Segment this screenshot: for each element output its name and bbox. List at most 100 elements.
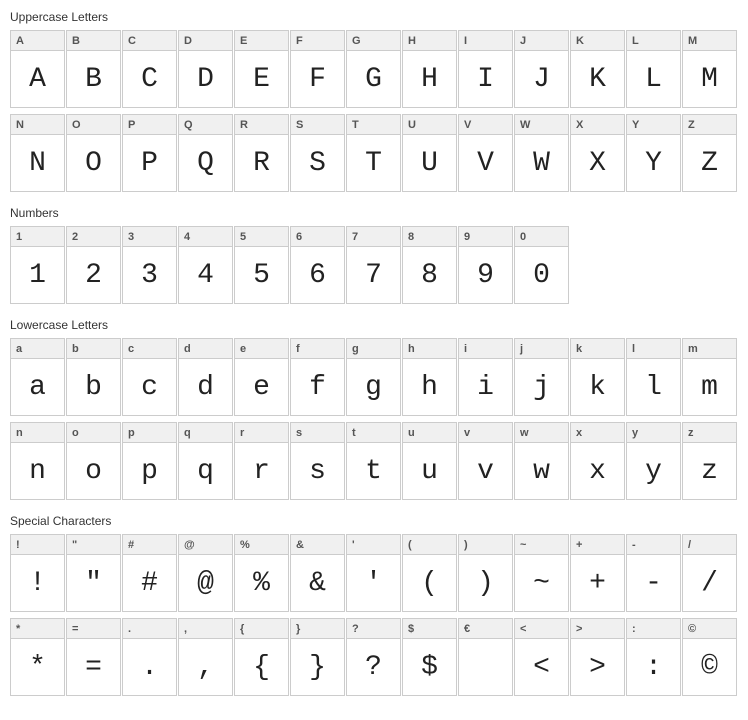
char-cell[interactable]: jj bbox=[514, 338, 569, 416]
char-cell[interactable]: kk bbox=[570, 338, 625, 416]
char-cell[interactable]: '' bbox=[346, 534, 401, 612]
char-label: G bbox=[347, 31, 400, 51]
char-cell[interactable]: !! bbox=[10, 534, 65, 612]
char-glyph: Q bbox=[179, 135, 232, 191]
char-cell[interactable]: << bbox=[514, 618, 569, 696]
char-cell[interactable]: 44 bbox=[178, 226, 233, 304]
char-cell[interactable]: ww bbox=[514, 422, 569, 500]
char-cell[interactable]: aa bbox=[10, 338, 65, 416]
char-cell[interactable]: TT bbox=[346, 114, 401, 192]
char-cell[interactable]: pp bbox=[122, 422, 177, 500]
char-glyph: J bbox=[515, 51, 568, 107]
char-glyph: S bbox=[291, 135, 344, 191]
char-label: " bbox=[67, 535, 120, 555]
char-cell[interactable]: == bbox=[66, 618, 121, 696]
char-glyph: c bbox=[123, 359, 176, 415]
char-cell[interactable]: }} bbox=[290, 618, 345, 696]
char-cell[interactable]: UU bbox=[402, 114, 457, 192]
char-cell[interactable]: qq bbox=[178, 422, 233, 500]
char-cell[interactable]: oo bbox=[66, 422, 121, 500]
char-cell[interactable]: "" bbox=[66, 534, 121, 612]
char-cell[interactable]: VV bbox=[458, 114, 513, 192]
char-cell[interactable]: ++ bbox=[570, 534, 625, 612]
char-cell[interactable]: 22 bbox=[66, 226, 121, 304]
char-cell[interactable]: 00 bbox=[514, 226, 569, 304]
char-cell[interactable]: ?? bbox=[346, 618, 401, 696]
char-cell[interactable]: II bbox=[458, 30, 513, 108]
char-cell[interactable]: PP bbox=[122, 114, 177, 192]
char-cell[interactable]: ©© bbox=[682, 618, 737, 696]
char-cell[interactable]: @@ bbox=[178, 534, 233, 612]
char-cell[interactable]: 66 bbox=[290, 226, 345, 304]
char-cell[interactable]: ff bbox=[290, 338, 345, 416]
char-cell[interactable]: DD bbox=[178, 30, 233, 108]
char-label: m bbox=[683, 339, 736, 359]
char-cell[interactable]: dd bbox=[178, 338, 233, 416]
char-cell[interactable]: ~~ bbox=[514, 534, 569, 612]
char-cell[interactable]: {{ bbox=[234, 618, 289, 696]
char-label: ? bbox=[347, 619, 400, 639]
char-cell[interactable]: ee bbox=[234, 338, 289, 416]
char-cell[interactable]: gg bbox=[346, 338, 401, 416]
char-cell[interactable]: ll bbox=[626, 338, 681, 416]
char-cell[interactable]: CC bbox=[122, 30, 177, 108]
char-cell[interactable]: 77 bbox=[346, 226, 401, 304]
char-glyph: j bbox=[515, 359, 568, 415]
char-cell[interactable]: GG bbox=[346, 30, 401, 108]
char-label: w bbox=[515, 423, 568, 443]
char-cell[interactable]: zz bbox=[682, 422, 737, 500]
char-cell[interactable]: HH bbox=[402, 30, 457, 108]
char-cell[interactable]: RR bbox=[234, 114, 289, 192]
char-cell[interactable]: vv bbox=[458, 422, 513, 500]
char-cell[interactable]: ,, bbox=[178, 618, 233, 696]
char-cell[interactable]: mm bbox=[682, 338, 737, 416]
char-cell[interactable]: AA bbox=[10, 30, 65, 108]
char-cell[interactable]: QQ bbox=[178, 114, 233, 192]
char-cell[interactable]: ZZ bbox=[682, 114, 737, 192]
char-cell[interactable]: BB bbox=[66, 30, 121, 108]
char-cell[interactable]: %% bbox=[234, 534, 289, 612]
char-cell[interactable]: ## bbox=[122, 534, 177, 612]
char-cell[interactable]: (( bbox=[402, 534, 457, 612]
char-cell[interactable]: .. bbox=[122, 618, 177, 696]
char-cell[interactable]: xx bbox=[570, 422, 625, 500]
char-cell[interactable]: YY bbox=[626, 114, 681, 192]
char-cell[interactable]: tt bbox=[346, 422, 401, 500]
char-cell[interactable]: && bbox=[290, 534, 345, 612]
char-cell[interactable]: OO bbox=[66, 114, 121, 192]
char-cell[interactable]: ii bbox=[458, 338, 513, 416]
char-cell[interactable]: -- bbox=[626, 534, 681, 612]
char-cell[interactable]: MM bbox=[682, 30, 737, 108]
char-cell[interactable]: rr bbox=[234, 422, 289, 500]
char-cell[interactable]: NN bbox=[10, 114, 65, 192]
char-cell[interactable]: ** bbox=[10, 618, 65, 696]
char-cell[interactable]: 11 bbox=[10, 226, 65, 304]
char-glyph: z bbox=[683, 443, 736, 499]
char-cell[interactable]: 55 bbox=[234, 226, 289, 304]
char-glyph: m bbox=[683, 359, 736, 415]
char-cell[interactable]: LL bbox=[626, 30, 681, 108]
char-cell[interactable]: € bbox=[458, 618, 513, 696]
char-cell[interactable]: $$ bbox=[402, 618, 457, 696]
char-cell[interactable]: 88 bbox=[402, 226, 457, 304]
char-cell[interactable]: :: bbox=[626, 618, 681, 696]
char-cell[interactable]: cc bbox=[122, 338, 177, 416]
char-cell[interactable]: 33 bbox=[122, 226, 177, 304]
char-cell[interactable]: hh bbox=[402, 338, 457, 416]
char-cell[interactable]: nn bbox=[10, 422, 65, 500]
char-cell[interactable]: yy bbox=[626, 422, 681, 500]
char-cell[interactable]: uu bbox=[402, 422, 457, 500]
char-cell[interactable]: )) bbox=[458, 534, 513, 612]
char-cell[interactable]: // bbox=[682, 534, 737, 612]
char-cell[interactable]: 99 bbox=[458, 226, 513, 304]
char-cell[interactable]: ss bbox=[290, 422, 345, 500]
char-cell[interactable]: SS bbox=[290, 114, 345, 192]
char-cell[interactable]: EE bbox=[234, 30, 289, 108]
char-cell[interactable]: bb bbox=[66, 338, 121, 416]
char-cell[interactable]: KK bbox=[570, 30, 625, 108]
char-cell[interactable]: FF bbox=[290, 30, 345, 108]
char-cell[interactable]: JJ bbox=[514, 30, 569, 108]
char-cell[interactable]: WW bbox=[514, 114, 569, 192]
char-cell[interactable]: XX bbox=[570, 114, 625, 192]
char-cell[interactable]: >> bbox=[570, 618, 625, 696]
